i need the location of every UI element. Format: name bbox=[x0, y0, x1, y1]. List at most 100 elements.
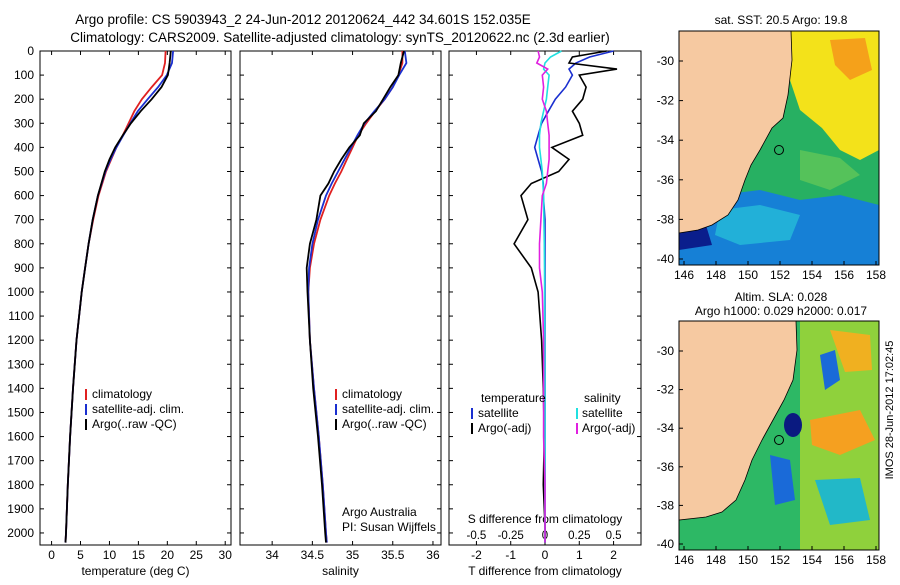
sla-map-subtitle: Argo h1000: 0.029 h2000: 0.017 bbox=[695, 304, 867, 318]
difference-panel: -2 -1 0 1 2 T difference from climatology -0.5… bbox=[448, 50, 642, 578]
lat-tick-label: -40 bbox=[657, 537, 675, 551]
lat-tick-label: -30 bbox=[657, 54, 675, 68]
sst-map-title: sat. SST: 20.5 Argo: 19.8 bbox=[715, 13, 848, 27]
lat-tick-label: -34 bbox=[657, 421, 675, 435]
legend-label: temperature bbox=[481, 391, 546, 405]
x-tick-label: 20 bbox=[161, 548, 175, 562]
legend-label: climatology bbox=[342, 387, 402, 401]
depth-tick-label: 800 bbox=[14, 237, 34, 251]
x-tick-label: 5 bbox=[77, 548, 84, 562]
depth-tick-label: 1600 bbox=[7, 430, 34, 444]
x-tick-label: 2 bbox=[610, 548, 617, 562]
x-tick-label: 25 bbox=[190, 548, 204, 562]
plot-frame bbox=[239, 50, 442, 546]
depth-tick-label: 1800 bbox=[7, 478, 34, 492]
legend-label: Argo(..raw -QC) bbox=[92, 417, 177, 431]
x-tick-label: 15 bbox=[132, 548, 146, 562]
series-line-s-satellite bbox=[538, 50, 562, 543]
annotation-line2: PI: Susan Wijffels bbox=[342, 520, 436, 534]
series-line-argo-raw-qc- bbox=[64, 50, 172, 543]
sst-land bbox=[678, 30, 793, 234]
temperature-panel: 0100200300400500600700800900100011001200… bbox=[7, 44, 232, 578]
series-line-t-argo-adj- bbox=[513, 50, 618, 543]
depth-tick-label: 1500 bbox=[7, 405, 34, 419]
x2-tick-label: -0.5 bbox=[467, 530, 487, 542]
x-tick-label: -1 bbox=[505, 548, 516, 562]
sla-map bbox=[678, 320, 880, 551]
x-tick-label: 36 bbox=[426, 548, 440, 562]
lon-tick-label: 154 bbox=[802, 268, 822, 282]
lat-tick-label: -30 bbox=[657, 344, 675, 358]
lon-tick-label: 148 bbox=[706, 268, 726, 282]
lon-tick-label: 146 bbox=[674, 553, 694, 567]
sla-orange-patch-north bbox=[830, 330, 872, 372]
figure-title-line1: Argo profile: CS 5903943_2 24-Jun-2012 2… bbox=[75, 12, 531, 27]
imos-timestamp: IMOS 28-Jun-2012 17:02:45 bbox=[884, 341, 896, 480]
sla-deep-eddy bbox=[784, 413, 802, 437]
legend-label: salinity bbox=[584, 391, 621, 405]
lat-tick-label: -38 bbox=[657, 212, 675, 226]
x-tick-label: 35 bbox=[346, 548, 360, 562]
series-line-t-satellite bbox=[533, 50, 614, 543]
legend-label: satellite bbox=[478, 406, 519, 420]
sla-cyan-patch bbox=[815, 478, 870, 525]
depth-tick-label: 700 bbox=[14, 213, 34, 227]
sla-land bbox=[678, 320, 798, 521]
sst-map bbox=[678, 30, 880, 266]
depth-tick-label: 200 bbox=[14, 92, 34, 106]
depth-tick-label: 1400 bbox=[7, 381, 34, 395]
sst-orange-patch bbox=[830, 38, 872, 80]
legend-label: Argo(-adj) bbox=[582, 421, 635, 435]
x-axis-label: T difference from climatology bbox=[468, 564, 622, 578]
sla-blue-eddy-south bbox=[770, 455, 795, 505]
sla-argo-position bbox=[774, 435, 784, 445]
sla-map-title: Altim. SLA: 0.028 bbox=[735, 290, 828, 304]
lon-tick-label: 156 bbox=[834, 268, 854, 282]
lon-tick-label: 146 bbox=[674, 268, 694, 282]
lon-tick-label: 152 bbox=[770, 268, 790, 282]
depth-tick-label: 600 bbox=[14, 189, 34, 203]
depth-tick-label: 500 bbox=[14, 164, 34, 178]
depth-tick-label: 300 bbox=[14, 116, 34, 130]
lon-tick-label: 150 bbox=[738, 553, 758, 567]
sst-cyan-patch bbox=[715, 205, 800, 245]
lat-tick-label: -36 bbox=[657, 460, 675, 474]
lon-tick-label: 150 bbox=[738, 268, 758, 282]
sla-blue-eddy-north bbox=[820, 350, 840, 390]
sla-map-frame bbox=[678, 320, 880, 551]
x-tick-label: 34 bbox=[265, 548, 279, 562]
x-tick-label: 0 bbox=[48, 548, 55, 562]
lon-tick-label: 148 bbox=[706, 553, 726, 567]
depth-tick-label: 1000 bbox=[7, 285, 34, 299]
legend-label: Argo(-adj) bbox=[478, 421, 531, 435]
legend-label: Argo(..raw -QC) bbox=[342, 417, 427, 431]
lat-tick-label: -34 bbox=[657, 133, 675, 147]
depth-tick-label: 900 bbox=[14, 261, 34, 275]
series-line-s-argo-adj- bbox=[535, 50, 550, 543]
sla-orange-patch-mid bbox=[810, 410, 875, 455]
sst-argo-position bbox=[774, 145, 784, 155]
lon-tick-label: 158 bbox=[866, 268, 886, 282]
sst-green-patch bbox=[800, 150, 860, 190]
x-tick-label: 30 bbox=[219, 548, 233, 562]
series-line-argo-raw-qc- bbox=[305, 50, 405, 543]
sst-map-axes: 146 148 150 152 154 156 158 -30 -32 -34 -36 -38 -40 bbox=[657, 54, 887, 282]
figure-title-line2: Climatology: CARS2009. Satellite-adjuste… bbox=[70, 30, 610, 45]
depth-tick-label: 0 bbox=[27, 44, 34, 58]
x2-tick-label: 0.25 bbox=[568, 530, 590, 542]
x-tick-label: 35.5 bbox=[381, 548, 405, 562]
salinity-panel: 34 34.5 35 35.5 36 salinity climatologysatelli… bbox=[239, 50, 442, 578]
depth-tick-label: 400 bbox=[14, 140, 34, 154]
lat-tick-label: -32 bbox=[657, 383, 675, 397]
depth-tick-label: 100 bbox=[14, 68, 34, 82]
series-line-climatology bbox=[307, 51, 404, 543]
lon-tick-label: 156 bbox=[834, 553, 854, 567]
plot-frame bbox=[39, 50, 232, 546]
x2-tick-label: 0.5 bbox=[606, 530, 622, 542]
legend-label: satellite-adj. clim. bbox=[342, 402, 434, 416]
sst-map-frame bbox=[678, 30, 880, 266]
x2-tick-label: -0.25 bbox=[498, 530, 524, 542]
depth-tick-label: 1100 bbox=[8, 309, 34, 323]
lon-tick-label: 158 bbox=[866, 553, 886, 567]
